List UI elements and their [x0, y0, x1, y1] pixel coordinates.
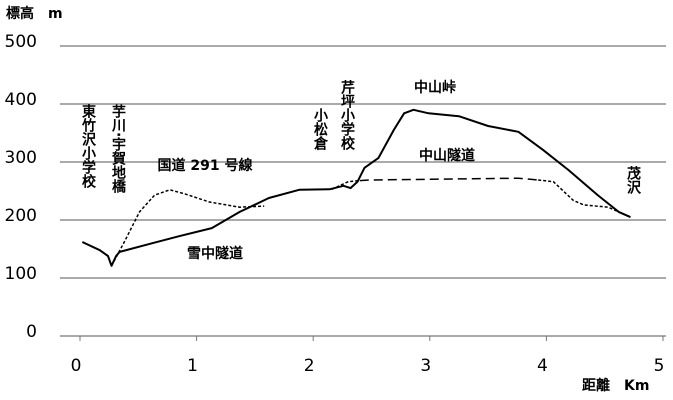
annotation: 中山隧道: [419, 147, 475, 164]
y-axis-title: 標高 m: [6, 5, 63, 22]
annotation: 芹坪小学校: [339, 79, 355, 151]
profile-line: [81, 108, 631, 267]
annotation: 中山峠: [414, 79, 456, 96]
annotation: 雪中隧道: [187, 245, 243, 262]
y-tick-label: 200: [5, 206, 37, 226]
annotation: 小松倉: [312, 108, 329, 151]
x-tick-label: 4: [537, 356, 548, 376]
annotation: 国道 291 号線: [158, 157, 253, 174]
y-tick-label: 300: [5, 148, 37, 168]
y-tick-label: 400: [5, 90, 37, 110]
y-tick-label: 500: [5, 32, 37, 52]
annotation: 芋川·宇賀地橋: [110, 103, 127, 194]
x-tick-label: 0: [71, 356, 82, 376]
y-tick-label: 100: [5, 264, 37, 284]
y-tick-label: 0: [26, 322, 37, 342]
x-tick-label: 1: [187, 356, 198, 376]
x-tick-label: 2: [304, 356, 315, 376]
x-axis-title: 距離 Km: [582, 377, 649, 394]
x-tick-label: 5: [654, 356, 665, 376]
x-tick-label: 3: [420, 356, 431, 376]
profile-line: [110, 179, 631, 267]
annotation: 東竹沢小学校: [80, 103, 97, 189]
profile-line: [359, 177, 539, 182]
annotation: 茂沢: [625, 165, 641, 195]
